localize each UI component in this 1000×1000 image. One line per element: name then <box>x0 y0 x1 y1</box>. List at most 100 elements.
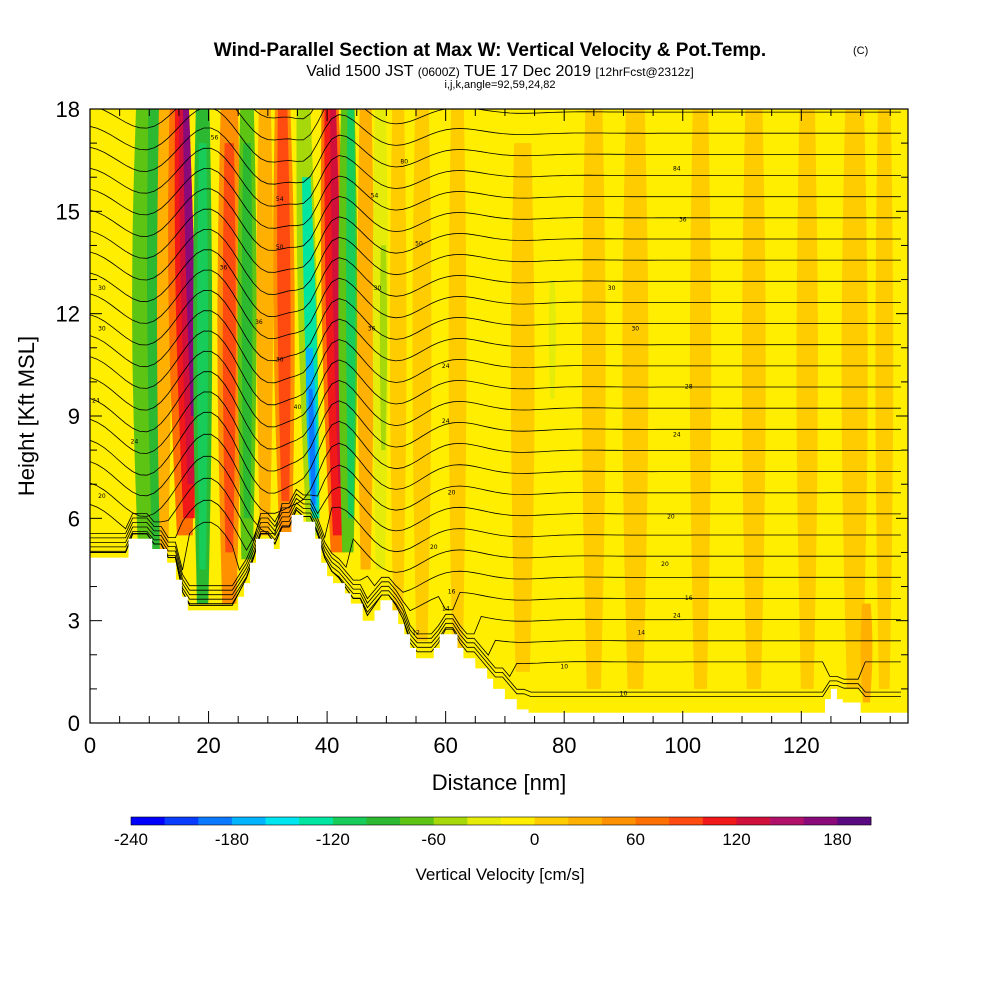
velocity-band <box>197 143 208 570</box>
velocity-band <box>622 109 649 689</box>
isentrope-label: 20 <box>448 490 456 497</box>
isentrope-line <box>90 497 901 553</box>
velocity-band <box>841 109 868 689</box>
terrain <box>90 514 908 723</box>
y-tick-label: 18 <box>56 97 80 122</box>
colorbar-swatch <box>837 817 872 825</box>
isentrope-label: 12 <box>412 629 420 636</box>
colorbar <box>130 816 872 826</box>
velocity-band <box>346 109 356 519</box>
velocity-band <box>742 109 766 689</box>
forecast-label: [12hrFcst@2312z] <box>596 65 694 79</box>
x-tick-label: 60 <box>433 733 457 758</box>
isentrope-line <box>90 147 901 207</box>
isentrope-label: 30 <box>631 326 639 333</box>
y-tick-label: 0 <box>68 711 80 736</box>
velocity-band <box>256 109 274 536</box>
colorbar-tick-label: -240 <box>114 830 148 849</box>
isentrope-label: 20 <box>661 561 669 568</box>
colorbar-tick-label: 120 <box>722 830 750 849</box>
colorbar-swatch <box>770 817 805 825</box>
colorbar-swatch <box>164 817 199 825</box>
colorbar-tick-label: -60 <box>421 830 446 849</box>
isentrope-label: 36 <box>368 326 376 333</box>
colorbar-swatch <box>736 817 771 825</box>
isentrope-label: 20 <box>667 513 675 520</box>
isentrope-label: 14 <box>442 605 450 612</box>
x-axis-ticks: 0 20 40 60 80 100 120 <box>84 109 891 758</box>
isentrope-label: 36 <box>220 264 228 271</box>
isentrope-line <box>90 455 901 534</box>
isentrope-line <box>90 168 901 229</box>
isentrope-label: 84 <box>673 165 681 172</box>
velocity-band <box>241 143 253 519</box>
isentrope-line <box>90 411 901 494</box>
velocity-band <box>389 109 407 614</box>
isentrope-label: 36 <box>255 319 263 326</box>
isentrope-line <box>90 289 901 362</box>
colorbar-tick-label: 0 <box>530 830 539 849</box>
velocity-band <box>308 388 316 505</box>
isentrope-label: 56 <box>211 135 219 142</box>
x-tick-label: 100 <box>664 733 701 758</box>
colorbar-swatch <box>198 817 233 825</box>
velocity-band <box>510 143 535 672</box>
isentrope-label: 28 <box>685 384 693 391</box>
colorbar-swatch <box>635 817 670 825</box>
velocity-band <box>796 109 818 689</box>
isentrope-label: 50 <box>276 244 284 251</box>
isentrope-label: 50 <box>415 240 423 247</box>
colorbar-swatch <box>803 817 838 825</box>
isentrope-label: 24 <box>442 418 450 425</box>
isentrope-label: 24 <box>442 363 450 370</box>
colorbar-swatch <box>131 817 165 825</box>
velocity-band <box>860 603 873 703</box>
y-tick-label: 6 <box>68 506 80 531</box>
y-tick-label: 9 <box>68 404 80 429</box>
isentrope-line <box>90 509 901 656</box>
colorbar-swatch <box>568 817 603 825</box>
isentrope-line <box>90 330 901 406</box>
isentrope-line <box>99 109 901 141</box>
isentrope-line <box>90 249 901 318</box>
colorbar-tick-label: 180 <box>823 830 851 849</box>
isentrope-label: 16 <box>448 588 456 595</box>
isentrope-line <box>90 109 901 163</box>
isentrope-labels: 56 54 50 36 36 36 30 30 24 24 20 40 80 54 50 30 36 24 24 20… <box>92 135 693 698</box>
x-tick-label: 20 <box>196 733 220 758</box>
y-tick-label: 12 <box>56 302 80 327</box>
colorbar-swatch <box>669 817 704 825</box>
x-tick-label: 40 <box>315 733 339 758</box>
velocity-band <box>379 245 387 451</box>
isentrope-line <box>90 188 901 251</box>
x-axis-label: Distance [nm] <box>432 770 567 795</box>
colorbar-swatch <box>299 817 334 825</box>
y-tick-label: 3 <box>68 609 80 634</box>
isentrope-line <box>90 509 901 693</box>
chart-title: Wind-Parallel Section at Max W: Vertical… <box>214 40 766 61</box>
isentrope-label: 10 <box>620 691 628 698</box>
colorbar-swatch <box>467 817 502 825</box>
colorbar-swatch <box>601 817 636 825</box>
valid-time-line: Valid 1500 JST (0600Z) TUE 17 Dec 2019 [… <box>306 63 694 80</box>
isentrope-label: 24 <box>92 397 100 404</box>
colorbar-swatch <box>501 817 535 825</box>
y-axis-label: Height [Kft MSL] <box>14 336 39 496</box>
colorbar-title: Vertical Velocity [cm/s] <box>415 865 584 884</box>
isentrope-line <box>90 127 901 185</box>
isentrope-line <box>90 391 901 472</box>
isentrope-label: 14 <box>637 629 645 636</box>
velocity-band <box>875 109 894 689</box>
x-tick-label: 0 <box>84 733 96 758</box>
isentropes <box>90 109 901 697</box>
copyright-mark: (C) <box>853 45 868 57</box>
colorbar-frame <box>130 816 872 826</box>
velocity-band <box>689 109 712 689</box>
colorbar-ticks: -240 -180 -120 -60 0 60 120 180 <box>114 830 852 849</box>
colorbar-swatch <box>702 817 737 825</box>
isentrope-label: 54 <box>371 193 379 200</box>
isentrope-line <box>90 477 901 543</box>
isentrope-line <box>90 229 901 295</box>
